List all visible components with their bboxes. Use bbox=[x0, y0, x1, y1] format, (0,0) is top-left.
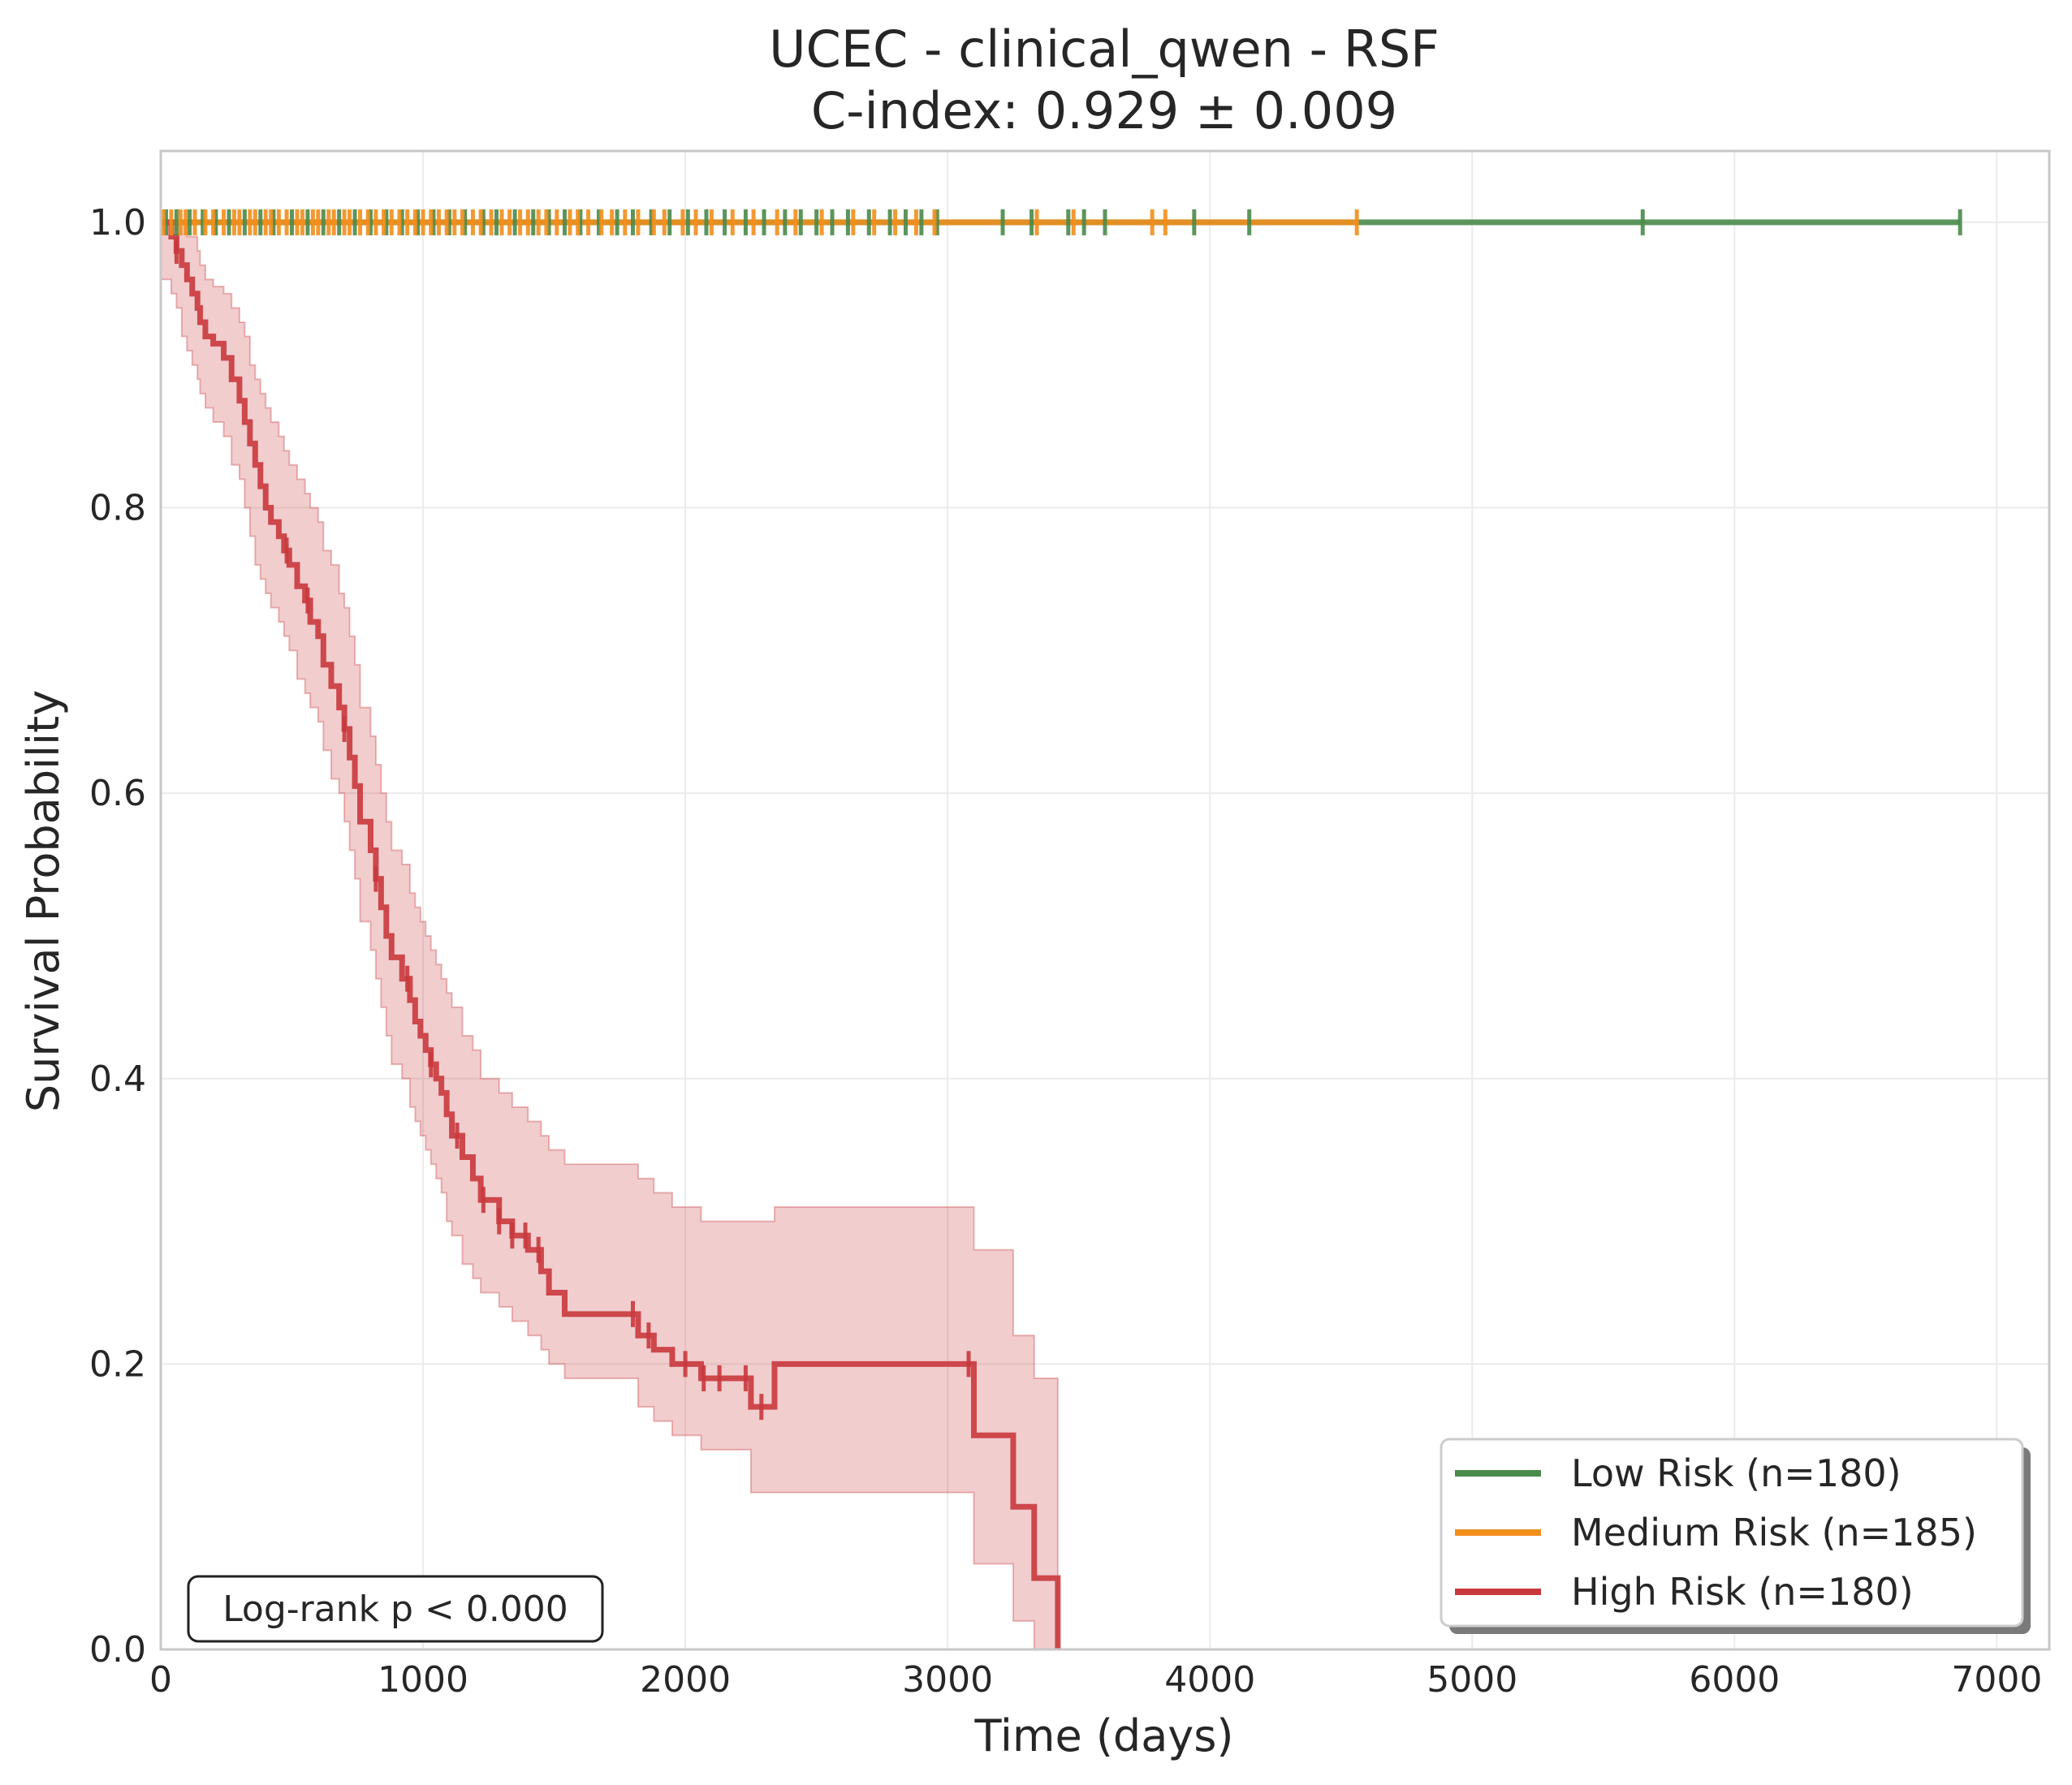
legend-label-2: High Risk (n=180) bbox=[1571, 1570, 1914, 1614]
legend-box bbox=[1440, 1438, 2024, 1628]
x-tick-label: 5000 bbox=[1427, 1659, 1517, 1701]
legend-label-1: Medium Risk (n=185) bbox=[1571, 1511, 1977, 1554]
plot-frame bbox=[159, 149, 2051, 1651]
y-tick-label: 1.0 bbox=[89, 202, 146, 244]
legend: Low Risk (n=180) Medium Risk (n=185) High … bbox=[1440, 1438, 2031, 1634]
x-tick-label: 2000 bbox=[640, 1659, 731, 1701]
x-tick-label: 4000 bbox=[1164, 1659, 1255, 1701]
y-tick-label: 0.2 bbox=[89, 1343, 146, 1385]
chart-title: UCEC - clinical_qwen - RSF bbox=[769, 19, 1440, 79]
y-tick-label: 0.6 bbox=[89, 773, 146, 814]
annotation-text: Log-rank p < 0.000 bbox=[222, 1589, 568, 1630]
logrank-annotation: Log-rank p < 0.000 bbox=[187, 1575, 604, 1643]
annotation-box bbox=[187, 1575, 604, 1643]
y-axis-label: Survival Probability bbox=[18, 690, 69, 1112]
x-tick-label: 3000 bbox=[902, 1659, 993, 1701]
survival-curve-2 bbox=[161, 219, 1061, 1649]
y-tick-labels: 0.0 0.2 0.4 0.6 0.8 1.0 bbox=[89, 202, 146, 1671]
x-tick-label: 6000 bbox=[1689, 1659, 1780, 1701]
y-tick-label: 0.0 bbox=[89, 1629, 146, 1671]
chart-subtitle: C-index: 0.929 ± 0.009 bbox=[811, 81, 1397, 140]
x-tick-labels: 0 1000 2000 3000 4000 5000 6000 7000 bbox=[149, 1659, 2042, 1701]
x-tick-label: 7000 bbox=[1951, 1659, 2042, 1701]
y-tick-label: 0.4 bbox=[89, 1058, 146, 1100]
confidence-bands bbox=[160, 221, 1059, 1650]
x-axis-label: Time (days) bbox=[974, 1710, 1234, 1761]
x-tick-label: 0 bbox=[149, 1659, 172, 1701]
censor-marks bbox=[161, 209, 1962, 1421]
grid bbox=[160, 151, 2049, 1650]
y-tick-label: 0.8 bbox=[89, 488, 146, 529]
x-tick-label: 1000 bbox=[378, 1659, 468, 1701]
legend-label-0: Low Risk (n=180) bbox=[1571, 1451, 1901, 1495]
ci-band-2 bbox=[160, 221, 1059, 1650]
